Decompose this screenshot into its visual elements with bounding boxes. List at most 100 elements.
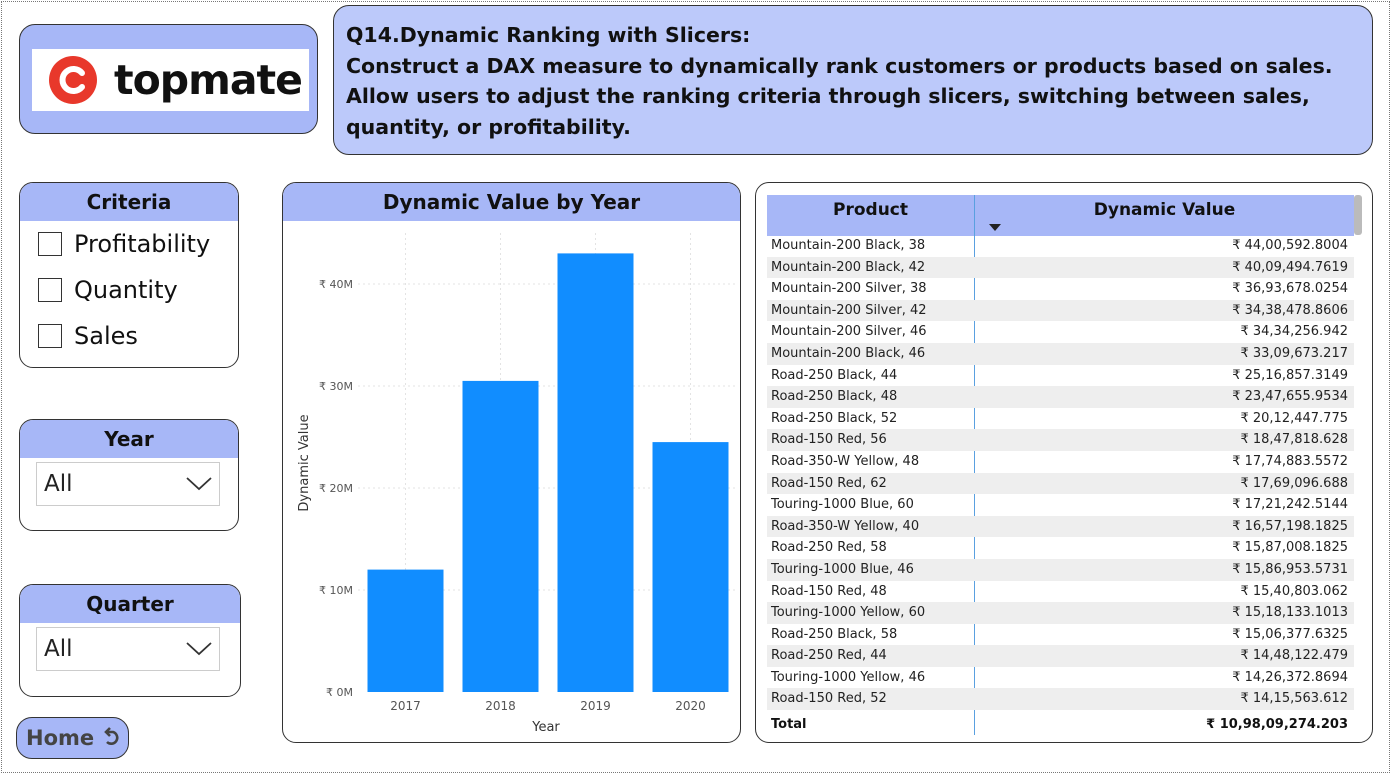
checkbox[interactable] bbox=[38, 278, 62, 302]
y-tick-label: ₹ 30M bbox=[319, 380, 353, 393]
table-row[interactable]: Road-250 Red, 44 ₹ 14,48,122.479 bbox=[767, 645, 1354, 667]
column-header-label: Product bbox=[833, 200, 908, 220]
cell-dynamic-value: ₹ 34,38,478.8606 bbox=[1232, 302, 1348, 318]
total-label: Total bbox=[771, 717, 807, 732]
criteria-option-sales[interactable]: Sales bbox=[20, 313, 238, 359]
table-row[interactable]: Touring-1000 Blue, 60 ₹ 17,21,242.5144 bbox=[767, 494, 1354, 516]
topmate-logo-icon bbox=[49, 56, 97, 104]
bar-chart-panel: Dynamic Value by Year ₹ 0M ₹ 10M ₹ 20M ₹ 30… bbox=[282, 182, 741, 743]
table-row[interactable]: Mountain-200 Black, 38 ₹ 44,00,592.8004 bbox=[767, 235, 1354, 257]
cell-product: Mountain-200 Black, 38 bbox=[771, 238, 926, 253]
cell-product: Touring-1000 Yellow, 60 bbox=[771, 605, 926, 621]
table-row[interactable]: Road-250 Black, 48 ₹ 23,47,655.9534 bbox=[767, 386, 1354, 408]
cell-product: Road-250 Black, 58 bbox=[771, 626, 898, 642]
cell-product: Mountain-200 Silver, 42 bbox=[771, 302, 927, 318]
table-row[interactable]: Road-250 Black, 44 ₹ 25,16,857.3149 bbox=[767, 365, 1354, 387]
y-tick-label: ₹ 10M bbox=[319, 584, 353, 597]
cell-dynamic-value: ₹ 17,21,242.5144 bbox=[1232, 497, 1348, 513]
criteria-option-label: Profitability bbox=[74, 230, 211, 258]
cell-product: Road-150 Red, 52 bbox=[771, 691, 887, 707]
cell-dynamic-value: ₹ 44,00,592.8004 bbox=[1232, 238, 1348, 253]
home-button-label: Home bbox=[26, 726, 95, 750]
table-row[interactable]: Road-150 Red, 52 ₹ 14,15,563.612 bbox=[767, 688, 1354, 711]
criteria-option-label: Sales bbox=[74, 322, 138, 350]
home-button[interactable]: Home bbox=[16, 717, 129, 759]
column-header-dynamic-value[interactable]: Dynamic Value bbox=[975, 195, 1354, 236]
cell-product: Road-350-W Yellow, 48 bbox=[771, 453, 920, 469]
table-body: Mountain-200 Black, 38 ₹ 44,00,592.8004 Mo… bbox=[767, 235, 1354, 711]
logo-card: topmate bbox=[19, 24, 318, 134]
table-row[interactable]: Touring-1000 Yellow, 46 ₹ 14,26,372.8694 bbox=[767, 667, 1354, 689]
table-row[interactable]: Road-350-W Yellow, 40 ₹ 16,57,198.1825 bbox=[767, 515, 1354, 538]
cell-dynamic-value: ₹ 14,26,372.8694 bbox=[1232, 669, 1348, 685]
table-row[interactable]: Mountain-200 Black, 46 ₹ 33,09,673.217 bbox=[767, 342, 1354, 365]
cell-product: Mountain-200 Black, 42 bbox=[771, 259, 926, 275]
criteria-option-quantity[interactable]: Quantity bbox=[20, 267, 238, 313]
cell-dynamic-value: ₹ 33,09,673.217 bbox=[1240, 345, 1348, 361]
cell-product: Road-150 Red, 48 bbox=[771, 583, 887, 599]
cell-dynamic-value: ₹ 34,34,256.942 bbox=[1240, 324, 1348, 340]
x-tick-label: 2019 bbox=[580, 699, 611, 713]
column-divider bbox=[974, 195, 975, 735]
chart-title: Dynamic Value by Year bbox=[283, 183, 740, 221]
y-tick-label: ₹ 40M bbox=[319, 278, 353, 291]
cell-dynamic-value: ₹ 36,93,678.0254 bbox=[1232, 281, 1348, 297]
table-row[interactable]: Road-150 Red, 48 ₹ 15,40,803.062 bbox=[767, 581, 1354, 603]
table-row[interactable]: Touring-1000 Blue, 46 ₹ 15,86,953.5731 bbox=[767, 558, 1354, 581]
table-row[interactable]: Road-150 Red, 62 ₹ 17,69,096.688 bbox=[767, 472, 1354, 495]
y-tick-label: ₹ 0M bbox=[326, 686, 353, 699]
checkbox[interactable] bbox=[38, 232, 62, 256]
cell-product: Road-150 Red, 62 bbox=[771, 475, 887, 491]
criteria-option-label: Quantity bbox=[74, 276, 178, 304]
cell-dynamic-value: ₹ 40,09,494.7619 bbox=[1232, 259, 1348, 275]
quarter-slicer: Quarter All bbox=[19, 584, 241, 697]
cell-product: Touring-1000 Blue, 46 bbox=[771, 561, 914, 577]
table-row[interactable]: Road-250 Red, 58 ₹ 15,87,008.1825 bbox=[767, 537, 1354, 559]
year-slicer: Year All bbox=[19, 419, 239, 531]
y-axis-title: Dynamic Value bbox=[297, 414, 312, 511]
cell-product: Road-150 Red, 56 bbox=[771, 432, 887, 448]
cell-dynamic-value: ₹ 16,57,198.1825 bbox=[1232, 518, 1348, 534]
criteria-title: Criteria bbox=[20, 183, 238, 221]
x-tick-label: 2017 bbox=[390, 699, 421, 713]
table-row[interactable]: Road-350-W Yellow, 48 ₹ 17,74,883.5572 bbox=[767, 451, 1354, 473]
criteria-option-profitability[interactable]: Profitability bbox=[20, 221, 238, 267]
sort-descending-icon[interactable] bbox=[989, 224, 1001, 231]
year-dropdown-value: All bbox=[44, 471, 73, 497]
question-title: Q14.Dynamic Ranking with Slicers: bbox=[346, 23, 751, 47]
product-table-panel: Product Dynamic Value Mountain-200 Black… bbox=[755, 182, 1373, 743]
bar-2019 bbox=[557, 253, 634, 692]
cell-product: Road-250 Red, 58 bbox=[771, 540, 887, 556]
cell-dynamic-value: ₹ 15,18,133.1013 bbox=[1232, 605, 1348, 621]
chevron-down-icon bbox=[186, 642, 212, 656]
logo: topmate bbox=[32, 49, 309, 111]
table-row[interactable]: Road-150 Red, 56 ₹ 18,47,818.628 bbox=[767, 429, 1354, 451]
cell-product: Road-250 Black, 52 bbox=[771, 410, 898, 426]
table-scrollbar[interactable] bbox=[1354, 195, 1362, 235]
cell-dynamic-value: ₹ 14,15,563.612 bbox=[1240, 691, 1348, 707]
quarter-slicer-title: Quarter bbox=[20, 585, 240, 623]
cell-product: Touring-1000 Blue, 60 bbox=[771, 497, 914, 513]
table-row[interactable]: Mountain-200 Black, 42 ₹ 40,09,494.7619 bbox=[767, 256, 1354, 279]
table-row[interactable]: Mountain-200 Silver, 46 ₹ 34,34,256.942 bbox=[767, 321, 1354, 343]
criteria-slicer: Criteria Profitability Quantity Sales bbox=[19, 182, 239, 368]
cell-dynamic-value: ₹ 15,06,377.6325 bbox=[1232, 626, 1348, 642]
cell-product: Road-350-W Yellow, 40 bbox=[771, 518, 920, 534]
quarter-dropdown[interactable]: All bbox=[36, 627, 220, 671]
checkbox[interactable] bbox=[38, 324, 62, 348]
chevron-down-icon bbox=[186, 477, 212, 491]
column-header-product[interactable]: Product bbox=[767, 195, 974, 236]
column-header-label: Dynamic Value bbox=[1093, 200, 1236, 220]
cell-dynamic-value: ₹ 23,47,655.9534 bbox=[1232, 389, 1348, 405]
bar-2020 bbox=[652, 442, 729, 692]
bar-2018 bbox=[462, 380, 539, 692]
y-tick-label: ₹ 20M bbox=[319, 482, 353, 495]
table-row[interactable]: Road-250 Black, 58 ₹ 15,06,377.6325 bbox=[767, 624, 1354, 646]
year-dropdown[interactable]: All bbox=[36, 462, 220, 506]
table-row[interactable]: Road-250 Black, 52 ₹ 20,12,447.775 bbox=[767, 408, 1354, 430]
table-row[interactable]: Touring-1000 Yellow, 60 ₹ 15,18,133.1013 bbox=[767, 602, 1354, 624]
cell-product: Mountain-200 Silver, 38 bbox=[771, 281, 927, 297]
table-row[interactable]: Mountain-200 Silver, 42 ₹ 34,38,478.8606 bbox=[767, 299, 1354, 322]
table-row[interactable]: Mountain-200 Silver, 38 ₹ 36,93,678.0254 bbox=[767, 278, 1354, 300]
logo-text: topmate bbox=[114, 56, 303, 104]
